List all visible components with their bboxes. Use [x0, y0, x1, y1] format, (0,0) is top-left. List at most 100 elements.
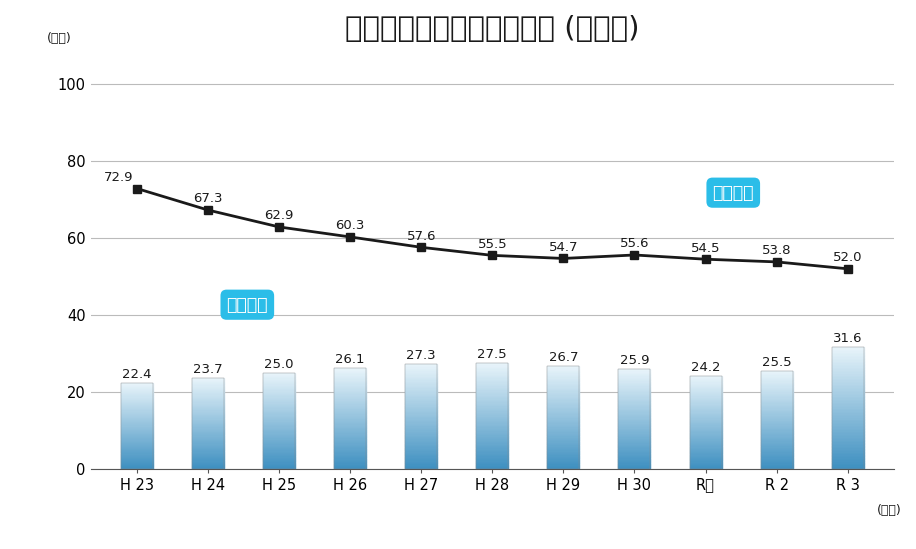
Bar	[548, 389, 579, 390]
Bar	[548, 429, 579, 430]
Bar	[263, 447, 295, 448]
Bar	[690, 432, 722, 433]
Bar	[476, 405, 508, 406]
Bar	[760, 386, 792, 388]
Bar	[548, 467, 579, 469]
Bar	[690, 463, 722, 464]
Bar	[832, 447, 864, 449]
Bar	[618, 457, 650, 458]
Bar	[192, 461, 224, 462]
Bar	[832, 446, 864, 447]
Bar	[334, 399, 366, 400]
Bar	[405, 407, 437, 408]
Bar	[760, 462, 792, 464]
Bar	[690, 414, 722, 415]
Bar	[121, 412, 153, 413]
Bar	[121, 461, 153, 462]
Bar	[618, 463, 650, 465]
Bar	[548, 463, 579, 465]
Bar	[690, 433, 722, 434]
Bar	[121, 443, 153, 444]
Bar	[121, 439, 153, 440]
Bar	[832, 397, 864, 399]
Bar	[832, 366, 864, 367]
Bar	[690, 406, 722, 407]
Bar	[832, 412, 864, 414]
Bar	[476, 444, 508, 445]
Bar	[334, 379, 366, 381]
Bar	[334, 466, 366, 467]
Bar	[618, 455, 650, 456]
Bar	[121, 428, 153, 429]
Bar	[263, 405, 295, 406]
Bar	[760, 466, 792, 467]
Text: 52.0: 52.0	[833, 251, 863, 264]
Bar	[334, 456, 366, 457]
Bar	[405, 373, 437, 374]
Bar	[334, 369, 366, 371]
Bar	[548, 379, 579, 380]
Bar	[334, 376, 366, 377]
Bar	[760, 457, 792, 459]
Bar	[760, 371, 792, 372]
Bar	[548, 407, 579, 408]
Bar	[405, 378, 437, 379]
Bar	[618, 400, 650, 401]
Bar	[476, 427, 508, 428]
Bar	[760, 414, 792, 416]
Bar	[690, 437, 722, 439]
Bar	[263, 406, 295, 407]
Bar	[690, 458, 722, 460]
Bar	[334, 436, 366, 437]
Bar	[690, 447, 722, 449]
Bar	[192, 422, 224, 423]
Bar	[760, 448, 792, 449]
Bar	[192, 446, 224, 447]
Bar	[334, 422, 366, 423]
Bar	[760, 429, 792, 430]
Bar	[690, 429, 722, 430]
Bar	[121, 401, 153, 402]
Bar	[263, 463, 295, 464]
Bar	[192, 391, 224, 393]
Bar	[618, 446, 650, 447]
Bar	[334, 385, 366, 386]
Bar	[690, 380, 722, 382]
Bar	[192, 464, 224, 465]
Bar	[263, 373, 295, 469]
Bar	[760, 374, 792, 376]
Bar	[690, 420, 722, 421]
Bar	[192, 407, 224, 408]
Bar	[618, 466, 650, 467]
Bar	[760, 454, 792, 455]
Bar	[121, 467, 153, 468]
Bar	[476, 453, 508, 454]
Bar	[263, 467, 295, 469]
Bar	[618, 447, 650, 449]
Bar	[263, 373, 295, 374]
Bar	[832, 374, 864, 376]
Bar	[476, 435, 508, 437]
Bar	[263, 433, 295, 434]
Bar	[832, 434, 864, 435]
Bar	[121, 448, 153, 449]
Bar	[476, 462, 508, 463]
Bar	[476, 424, 508, 425]
Bar	[832, 364, 864, 366]
Bar	[405, 370, 437, 372]
Bar	[832, 368, 864, 370]
Bar	[690, 450, 722, 451]
Bar	[263, 421, 295, 422]
Bar	[192, 432, 224, 433]
Bar	[263, 413, 295, 414]
Bar	[405, 422, 437, 423]
Bar	[690, 377, 722, 378]
Bar	[832, 388, 864, 390]
Bar	[192, 449, 224, 450]
Bar	[405, 411, 437, 412]
Bar	[832, 426, 864, 428]
Bar	[405, 396, 437, 398]
Bar	[760, 425, 792, 427]
Bar	[192, 448, 224, 449]
Bar	[405, 437, 437, 439]
